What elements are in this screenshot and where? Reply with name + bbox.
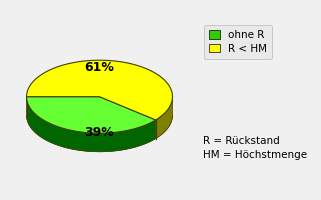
Polygon shape: [27, 97, 156, 152]
Polygon shape: [27, 97, 156, 133]
Polygon shape: [27, 60, 172, 120]
Text: R = Rückstand
HM = Höchstmenge: R = Rückstand HM = Höchstmenge: [203, 136, 307, 160]
Text: 39%: 39%: [85, 126, 114, 139]
Legend: ohne R, R < HM: ohne R, R < HM: [204, 25, 273, 59]
Text: 61%: 61%: [84, 61, 115, 74]
Polygon shape: [156, 96, 172, 139]
